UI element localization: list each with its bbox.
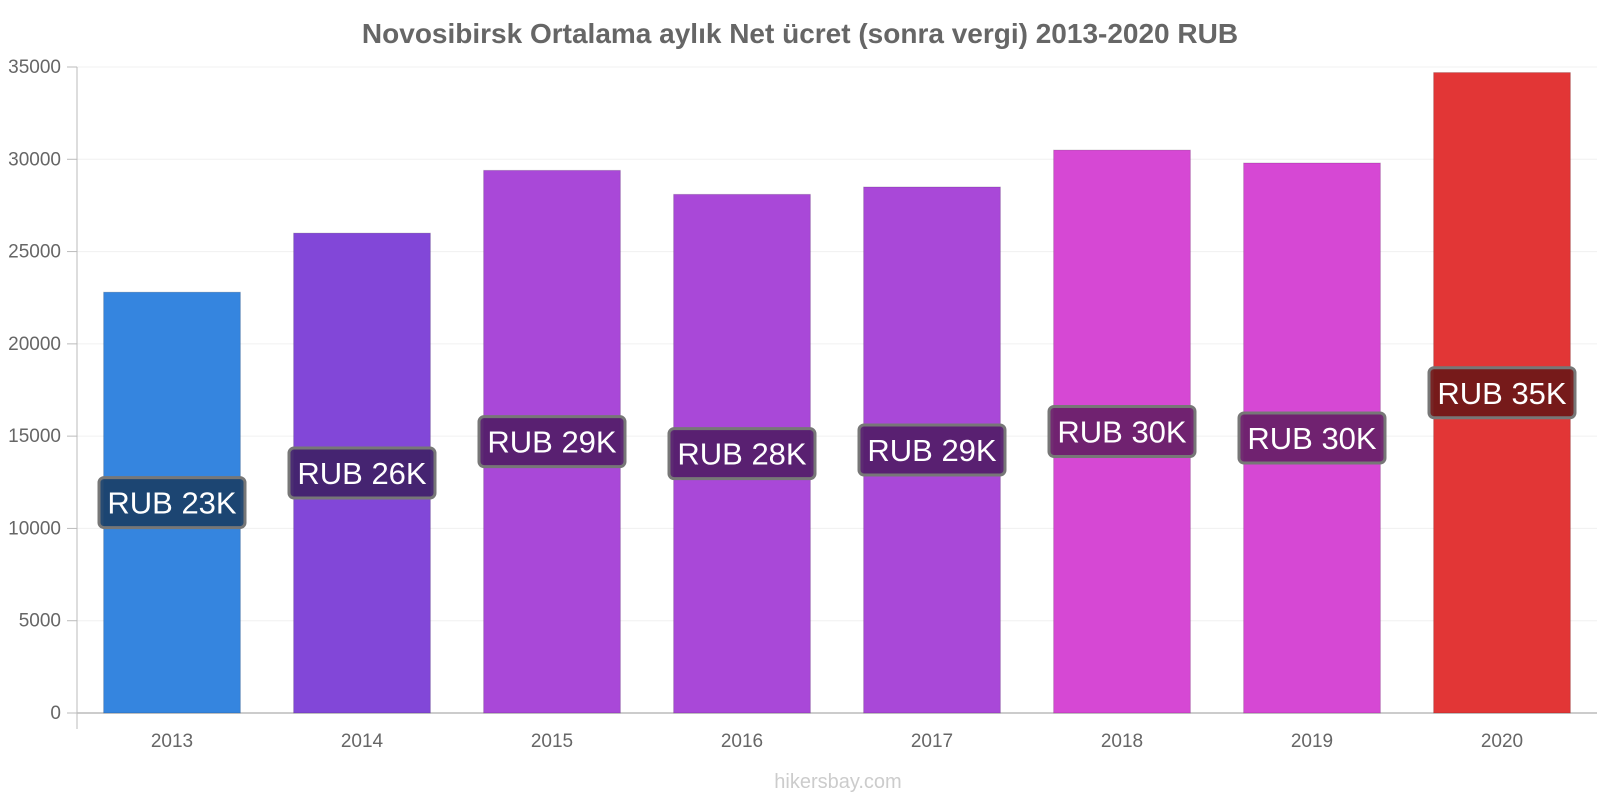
data-label-box: [1047, 405, 1197, 459]
y-tick-label: 5000: [19, 611, 61, 632]
data-label-box: [97, 476, 247, 530]
data-label: RUB 30K: [1247, 421, 1377, 456]
x-tick-label: 2013: [151, 731, 193, 752]
source-credit: hikersbay.com: [774, 771, 901, 793]
y-tick-label: 30000: [8, 149, 61, 170]
x-tick-label: 2017: [911, 731, 953, 752]
data-label-box: [1237, 411, 1387, 465]
y-tick-label: 15000: [8, 426, 61, 447]
chart-title: Novosibirsk Ortalama aylık Net ücret (so…: [362, 18, 1238, 49]
y-tick-label: 10000: [8, 518, 61, 539]
y-tick-label: 20000: [8, 334, 61, 355]
data-labels: RUB 23K RUB 26K RUB 29K RUB 28K RUB 29K RUB 3…: [97, 366, 1577, 530]
data-label: RUB 30K: [1057, 415, 1187, 450]
data-label: RUB 29K: [867, 433, 997, 468]
x-tick-label: 2019: [1291, 731, 1333, 752]
data-label-box: [287, 446, 437, 500]
data-label: RUB 26K: [297, 456, 427, 491]
y-tick-label: 0: [50, 703, 61, 724]
y-tick-label: 25000: [8, 242, 61, 263]
x-tick-label: 2014: [341, 731, 384, 752]
x-tick-label: 2018: [1101, 731, 1143, 752]
data-label: RUB 28K: [677, 437, 807, 472]
data-label: RUB 23K: [107, 486, 237, 521]
data-label-box: [667, 427, 817, 481]
data-label-box: [857, 423, 1007, 477]
x-tick-label: 2015: [531, 731, 573, 752]
data-label: RUB 35K: [1437, 376, 1567, 411]
x-tick-label: 2020: [1481, 731, 1523, 752]
bars: [103, 72, 1571, 714]
data-label-box: [477, 415, 627, 469]
x-tick-label: 2016: [721, 731, 763, 752]
data-label-box: [1427, 366, 1577, 420]
data-label: RUB 29K: [487, 425, 617, 460]
y-tick-label: 35000: [8, 57, 61, 78]
